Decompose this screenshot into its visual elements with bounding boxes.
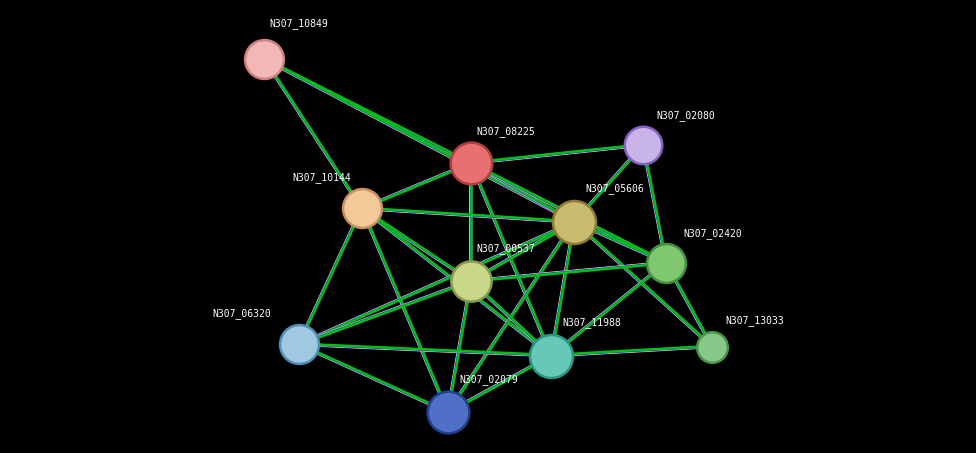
Text: N307_10849: N307_10849 (269, 19, 329, 29)
Text: N307_08225: N307_08225 (476, 126, 535, 137)
Point (257, 55, 272, 63)
Text: N307_00537: N307_00537 (476, 243, 535, 254)
Point (635, 141, 651, 149)
Point (544, 352, 559, 359)
Text: N307_11988: N307_11988 (562, 318, 622, 328)
Point (291, 341, 306, 348)
Text: N307_02080: N307_02080 (657, 111, 715, 121)
Text: N307_10144: N307_10144 (293, 173, 351, 183)
Point (463, 159, 478, 167)
Point (658, 259, 673, 266)
Text: N307_13033: N307_13033 (726, 315, 785, 326)
Point (440, 409, 456, 416)
Point (463, 277, 478, 284)
Text: N307_02079: N307_02079 (460, 374, 518, 385)
Point (704, 343, 719, 350)
Text: N307_06320: N307_06320 (213, 308, 271, 319)
Point (566, 218, 582, 226)
Text: N307_05606: N307_05606 (586, 183, 644, 194)
Text: N307_02420: N307_02420 (683, 228, 742, 239)
Point (354, 205, 370, 212)
